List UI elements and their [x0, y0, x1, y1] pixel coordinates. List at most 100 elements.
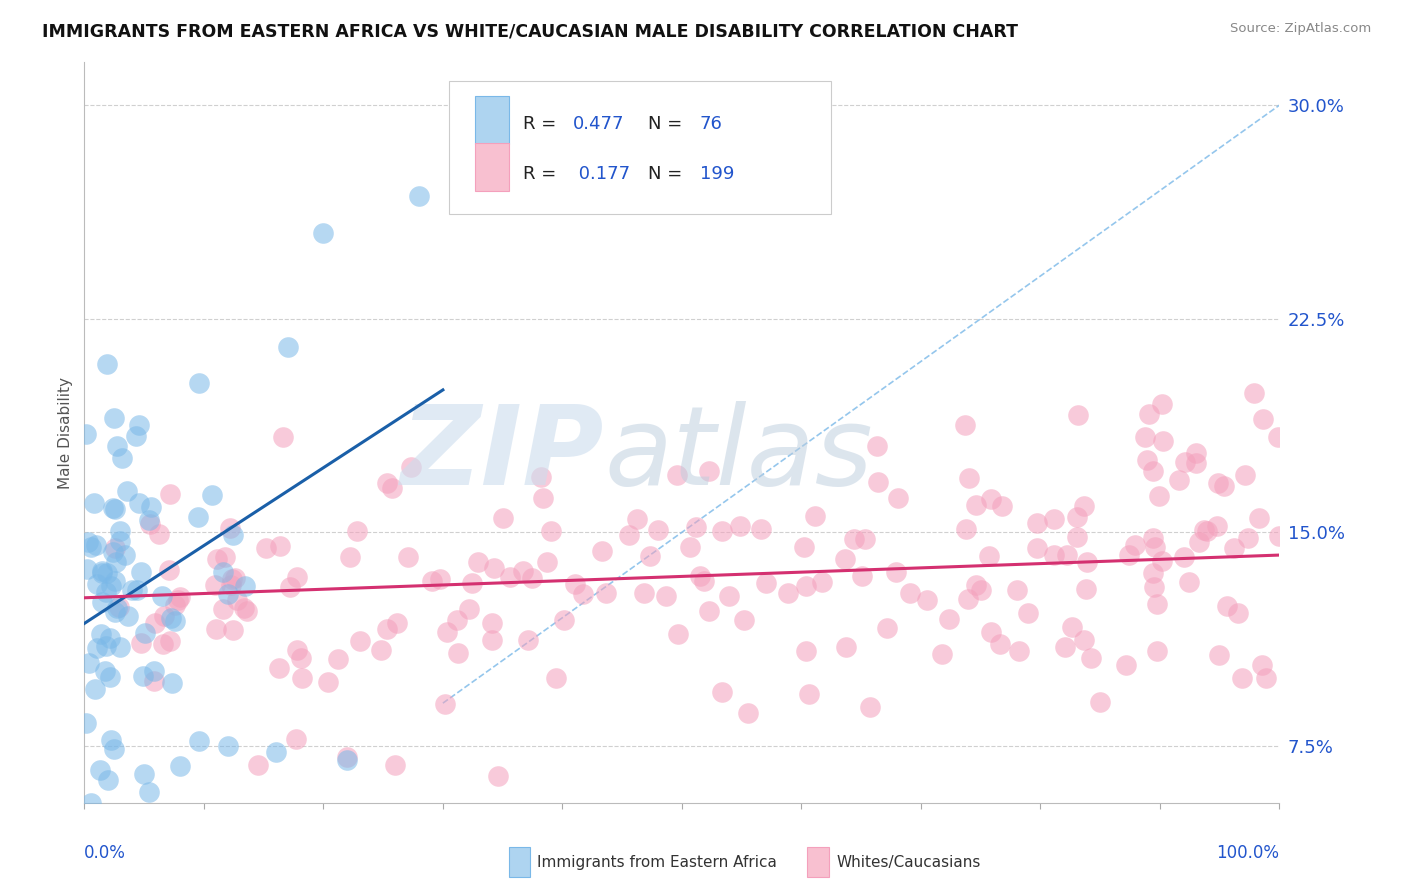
Point — [1026, 516, 1049, 531]
Point — [486, 769, 509, 783]
Point — [915, 593, 938, 607]
Point — [188, 376, 211, 391]
Point — [1208, 648, 1230, 662]
Point — [124, 428, 146, 442]
Point — [399, 460, 422, 475]
Point — [804, 509, 827, 524]
Text: Whites/Caucasians: Whites/Caucasians — [837, 855, 980, 870]
Point — [1074, 582, 1097, 596]
Point — [167, 592, 190, 607]
Point — [499, 570, 522, 584]
Point — [278, 580, 301, 594]
Point — [1150, 554, 1173, 568]
Point — [778, 586, 800, 600]
Point — [420, 574, 443, 588]
Point — [1143, 580, 1166, 594]
Point — [482, 561, 505, 575]
Point — [100, 579, 122, 593]
Point — [792, 540, 814, 554]
Point — [461, 576, 484, 591]
Point — [188, 734, 211, 748]
Point — [121, 582, 143, 597]
Point — [540, 524, 562, 538]
Point — [1080, 651, 1102, 665]
Point — [1043, 548, 1066, 562]
Point — [153, 608, 176, 623]
Text: 0.177: 0.177 — [574, 165, 630, 183]
Point — [204, 578, 226, 592]
Point — [728, 519, 751, 533]
Point — [94, 639, 117, 653]
Point — [285, 570, 308, 584]
Point — [1073, 633, 1095, 648]
Point — [139, 500, 162, 514]
Point — [796, 643, 818, 657]
Point — [222, 527, 245, 541]
Point — [481, 633, 503, 648]
Text: 76: 76 — [700, 115, 723, 133]
Point — [1146, 597, 1168, 611]
Point — [159, 633, 181, 648]
Point — [797, 687, 820, 701]
Point — [794, 579, 817, 593]
Point — [666, 627, 689, 641]
Point — [1142, 531, 1164, 545]
Point — [104, 574, 127, 588]
Point — [1237, 531, 1260, 545]
Point — [980, 625, 1002, 640]
Text: N =: N = — [648, 165, 689, 183]
Point — [169, 590, 191, 604]
Point — [148, 527, 170, 541]
Point — [114, 548, 136, 562]
Point — [434, 698, 457, 712]
Point — [222, 623, 245, 637]
Point — [269, 539, 291, 553]
Point — [264, 745, 287, 759]
Point — [859, 699, 882, 714]
Point — [931, 648, 953, 662]
Point — [1133, 430, 1156, 444]
Point — [77, 656, 100, 670]
Point — [86, 640, 108, 655]
Point — [1195, 524, 1218, 539]
Point — [385, 616, 408, 631]
Point — [1185, 445, 1208, 459]
Point — [90, 626, 112, 640]
Point — [91, 595, 114, 609]
Text: 0.0%: 0.0% — [84, 844, 127, 862]
Point — [1167, 474, 1189, 488]
Point — [938, 612, 960, 626]
Point — [866, 439, 889, 453]
Point — [163, 614, 186, 628]
Point — [1053, 640, 1076, 654]
Point — [339, 550, 361, 565]
Point — [884, 566, 907, 580]
Point — [152, 637, 174, 651]
Point — [80, 540, 103, 554]
Point — [595, 586, 617, 600]
Point — [718, 589, 741, 603]
FancyBboxPatch shape — [449, 81, 831, 214]
Point — [1227, 606, 1250, 620]
Point — [1056, 549, 1078, 563]
Point — [83, 496, 105, 510]
Point — [157, 563, 180, 577]
Point — [218, 521, 240, 535]
Point — [965, 498, 987, 512]
Point — [97, 772, 120, 787]
Point — [900, 586, 922, 600]
Point — [1178, 574, 1201, 589]
Point — [679, 540, 702, 554]
Point — [991, 499, 1014, 513]
Point — [107, 439, 129, 453]
Point — [1088, 695, 1111, 709]
Point — [965, 578, 987, 592]
Point — [446, 613, 468, 627]
Point — [96, 566, 118, 580]
Point — [128, 418, 150, 433]
Text: ZIP: ZIP — [401, 401, 605, 508]
Point — [1043, 512, 1066, 526]
Point — [436, 624, 458, 639]
Point — [247, 758, 270, 772]
Point — [326, 651, 349, 665]
